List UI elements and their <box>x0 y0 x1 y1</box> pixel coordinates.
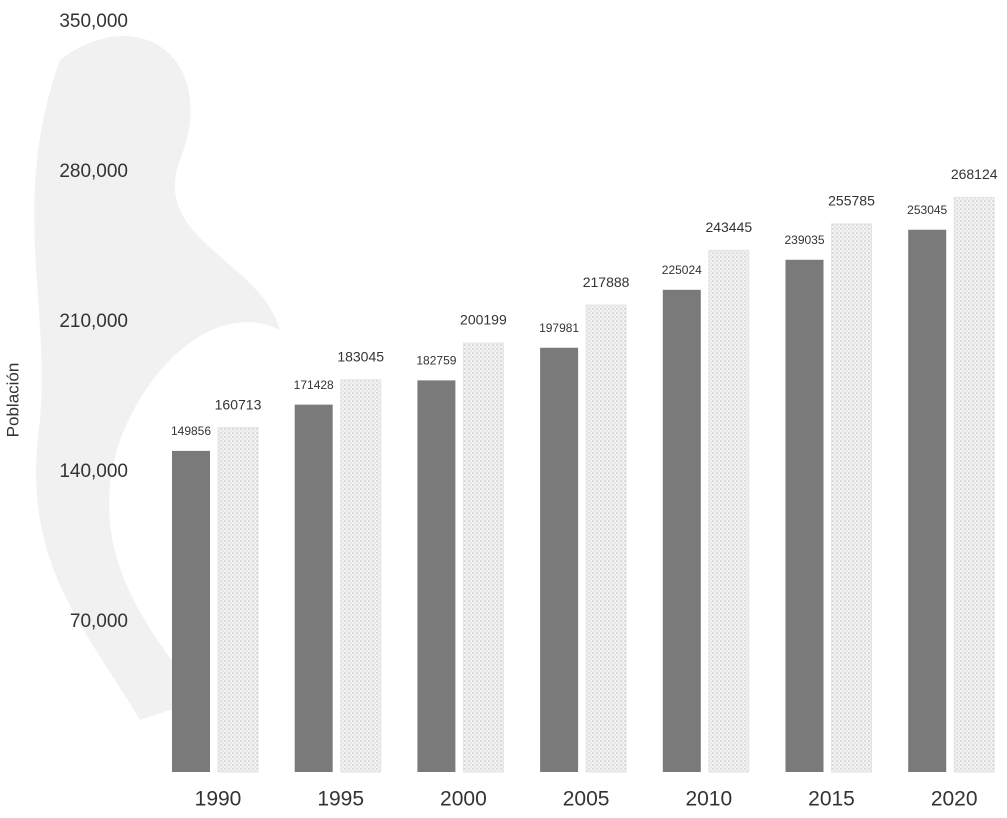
value-label: 197981 <box>539 321 579 335</box>
background-ornament <box>34 36 280 721</box>
y-tick-label: 140,000 <box>59 461 128 482</box>
bar <box>662 289 701 772</box>
x-tick-label: 1995 <box>317 788 364 811</box>
value-label: 160713 <box>215 396 262 412</box>
value-label: 225024 <box>662 263 702 277</box>
bar <box>908 229 947 772</box>
bar <box>540 347 579 772</box>
x-tick-label: 2010 <box>685 788 732 811</box>
value-label: 217888 <box>583 274 630 290</box>
value-label: 182759 <box>416 354 456 368</box>
value-label: 149856 <box>171 424 211 438</box>
value-label: 253045 <box>907 203 947 217</box>
y-tick-label: 280,000 <box>59 161 128 182</box>
y-tick-label: 70,000 <box>70 611 128 632</box>
bar <box>417 380 456 772</box>
bar <box>217 427 259 773</box>
bar <box>785 259 824 773</box>
bar <box>585 304 627 773</box>
bar <box>831 223 872 773</box>
value-label: 268124 <box>951 166 998 182</box>
y-tick-label: 210,000 <box>59 311 128 332</box>
value-label: 183045 <box>337 348 384 364</box>
bar <box>708 249 750 773</box>
x-tick-label: 2015 <box>808 788 855 811</box>
value-label: 239035 <box>784 233 824 247</box>
bar <box>462 342 504 773</box>
x-tick-label: 2005 <box>563 788 610 811</box>
value-label: 243445 <box>705 219 752 235</box>
bar <box>172 450 210 772</box>
x-tick-label: 2000 <box>440 788 487 811</box>
y-axis-label: Población <box>3 363 22 438</box>
y-tick-label: 350,000 <box>59 11 128 32</box>
bar <box>340 379 382 773</box>
x-tick-label: 2020 <box>931 788 978 811</box>
bar <box>953 196 995 773</box>
value-label: 200199 <box>460 312 507 328</box>
bar <box>294 404 333 772</box>
x-tick-label: 1990 <box>195 788 242 811</box>
value-label: 171428 <box>294 378 334 392</box>
value-label: 255785 <box>828 193 875 209</box>
